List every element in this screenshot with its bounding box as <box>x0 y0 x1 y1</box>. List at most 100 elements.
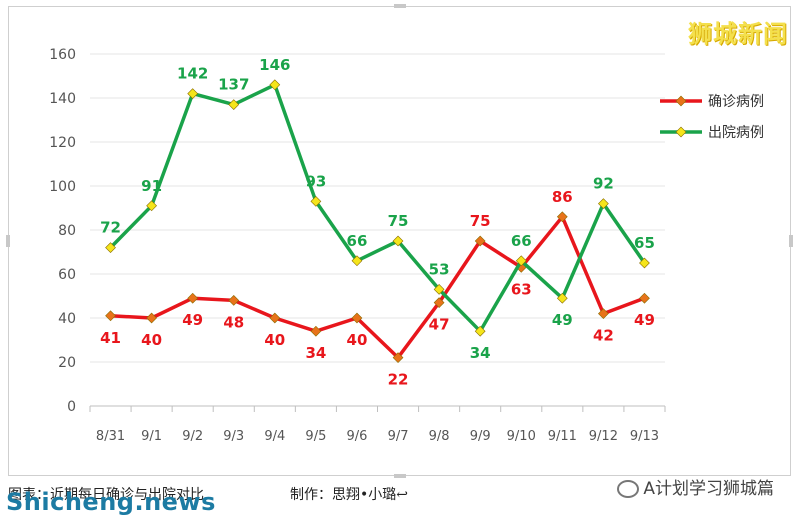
data-label: 34 <box>305 344 326 362</box>
data-label: 66 <box>347 232 368 250</box>
figure-credit: 制作：思翔•小璐↩ <box>290 487 408 503</box>
data-label: 49 <box>182 311 203 329</box>
data-labels: 72 41 91 40 142 49 137 48 146 40 93 34 66 40 75 22 53 47 3… <box>100 56 655 389</box>
x-tick-label: 9/6 <box>347 429 368 444</box>
data-point <box>351 255 363 267</box>
data-point <box>228 99 240 110</box>
data-label: 34 <box>470 344 491 362</box>
resize-handle-left[interactable] <box>6 235 10 247</box>
x-tick-label: 9/11 <box>548 429 577 444</box>
y-tick-label: 100 <box>49 179 76 195</box>
data-label: 63 <box>511 280 532 298</box>
y-tick-label: 40 <box>58 311 76 327</box>
wechat-account: A计划学习狮城篇 <box>617 474 774 499</box>
data-label: 75 <box>470 212 491 230</box>
data-point <box>474 235 486 247</box>
x-tick-label: 9/4 <box>264 429 285 444</box>
data-label: 48 <box>223 313 244 331</box>
data-point <box>228 295 240 306</box>
data-label: 146 <box>259 56 290 74</box>
data-label: 65 <box>634 234 655 252</box>
x-tick-label: 9/9 <box>470 429 491 444</box>
data-point <box>474 325 486 337</box>
data-label: 40 <box>264 331 285 349</box>
data-label: 41 <box>100 329 121 347</box>
data-label: 142 <box>177 65 208 83</box>
data-point <box>105 242 116 253</box>
data-point <box>639 257 650 269</box>
series-lines <box>105 79 650 363</box>
brand-watermark: 狮城新闻 <box>688 20 788 48</box>
resize-handle-bottom[interactable] <box>394 474 406 478</box>
data-point <box>392 352 404 363</box>
data-point <box>515 255 527 267</box>
data-point <box>187 88 199 99</box>
series-line <box>110 215 646 360</box>
data-label: 72 <box>100 219 121 237</box>
wechat-icon <box>617 480 640 498</box>
data-label: 66 <box>511 232 532 250</box>
data-point <box>310 325 322 337</box>
data-point <box>351 312 363 324</box>
x-tick-label: 9/5 <box>305 429 326 444</box>
data-label: 137 <box>218 76 249 94</box>
data-label: 92 <box>593 175 614 193</box>
data-point <box>310 196 322 207</box>
data-point <box>269 79 281 91</box>
data-point <box>556 292 568 304</box>
y-tick-label: 0 <box>67 399 76 415</box>
x-tick-label: 9/8 <box>429 429 450 444</box>
y-tick-label: 80 <box>58 223 76 239</box>
x-tick-label: 9/3 <box>223 429 244 444</box>
axes: 0 20 40 60 80 100 120 140 160 8/31 9/1 9/2 9/3 9/4 9/5… <box>49 47 666 444</box>
x-tick-label: 9/10 <box>507 429 536 444</box>
data-point <box>105 310 116 322</box>
data-point <box>598 198 609 209</box>
site-watermark: Shicheng.news <box>6 488 216 516</box>
legend-label: 确诊病例 <box>708 94 764 110</box>
data-label: 22 <box>388 371 409 389</box>
data-label: 93 <box>305 172 326 190</box>
y-tick-label: 20 <box>58 355 76 371</box>
data-point <box>187 292 199 304</box>
wechat-account-label: A计划学习狮城篇 <box>643 479 774 499</box>
y-tick-label: 120 <box>49 135 76 151</box>
data-label: 49 <box>634 311 655 329</box>
data-label: 53 <box>429 260 450 278</box>
data-point <box>269 312 281 324</box>
data-label: 42 <box>593 327 614 345</box>
legend-marker <box>675 95 687 107</box>
legend-label: 出院病例 <box>708 125 764 141</box>
data-label: 49 <box>552 311 573 329</box>
x-tick-label: 9/12 <box>589 429 618 444</box>
data-point <box>639 292 650 304</box>
data-point <box>598 308 609 319</box>
data-point <box>146 312 157 324</box>
y-tick-label: 140 <box>49 91 76 107</box>
x-tick-label: 9/2 <box>182 429 203 444</box>
data-point <box>433 284 445 295</box>
data-point <box>433 297 445 308</box>
resize-handle-top[interactable] <box>394 4 406 8</box>
data-label: 40 <box>141 331 162 349</box>
data-point <box>556 211 568 223</box>
series-line <box>109 83 646 333</box>
data-label: 40 <box>347 331 368 349</box>
data-label: 75 <box>388 212 409 230</box>
y-tick-label: 160 <box>49 47 76 63</box>
y-tick-label: 60 <box>58 267 76 283</box>
x-tick-label: 9/13 <box>630 429 659 444</box>
figure-caption: 图表：近期每日确诊与出院对比 <box>8 487 204 503</box>
data-point <box>392 235 404 247</box>
grid-lines <box>90 53 665 363</box>
x-tick-label: 9/1 <box>141 429 162 444</box>
x-tick-label: 9/7 <box>388 429 409 444</box>
data-point <box>146 200 157 212</box>
x-tick-label: 8/31 <box>96 429 125 444</box>
data-label: 86 <box>552 188 573 206</box>
data-label: 91 <box>141 177 162 195</box>
data-label: 47 <box>429 316 450 334</box>
resize-handle-right[interactable] <box>789 235 793 247</box>
